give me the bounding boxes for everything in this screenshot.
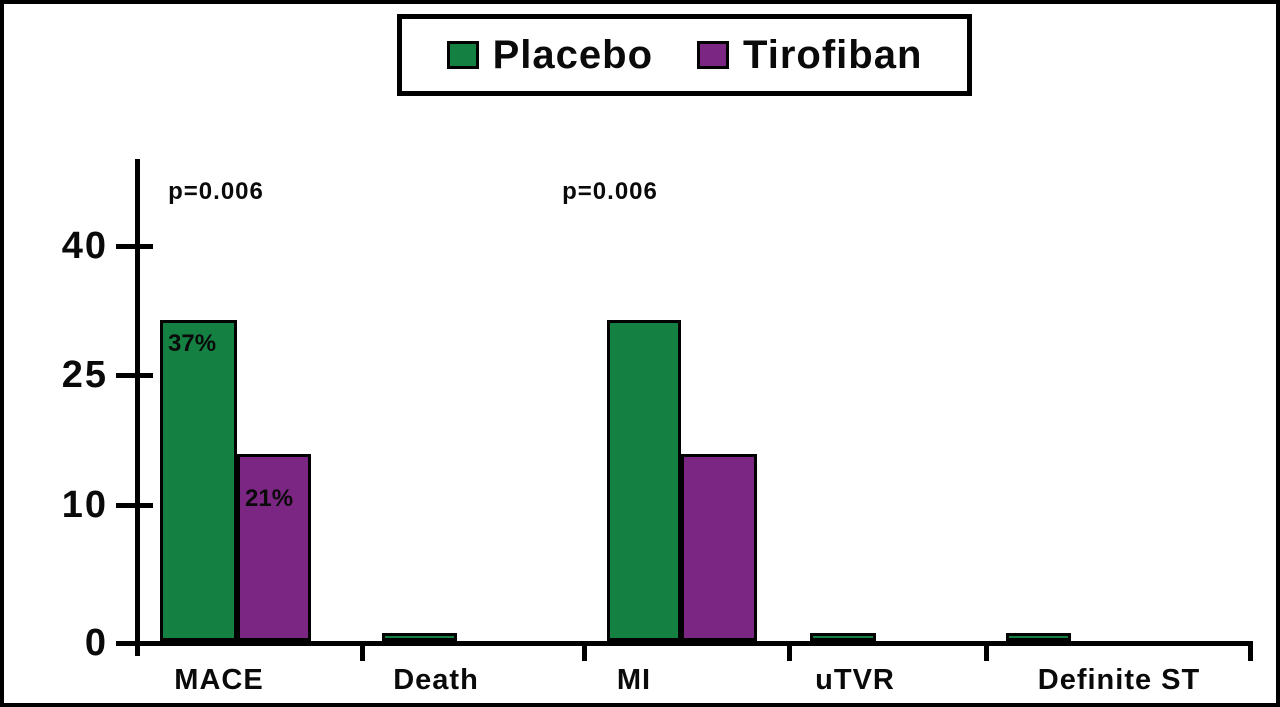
x-tick bbox=[1248, 645, 1253, 661]
x-category-label-mi: MI bbox=[616, 664, 652, 696]
x-category-label-mace: MACE bbox=[174, 664, 264, 696]
x-category-label-utvr: uTVR bbox=[815, 664, 895, 696]
placebo-color-swatch-icon bbox=[446, 41, 479, 69]
y-tick-label: 40 bbox=[61, 225, 108, 267]
y-tick bbox=[116, 641, 153, 646]
x-category-label-definite-st: Definite ST bbox=[1037, 664, 1201, 696]
bar-death-placebo bbox=[382, 633, 457, 641]
bar-data-label: 37% bbox=[168, 330, 217, 357]
bar-mi-placebo bbox=[607, 320, 681, 641]
y-tick bbox=[116, 503, 153, 508]
tirofiban-color-swatch-icon bbox=[697, 41, 730, 69]
p-value-annotation: p=0.006 bbox=[562, 178, 658, 205]
x-tick bbox=[787, 645, 792, 661]
legend-label-tirofiban: Tirofiban bbox=[743, 33, 923, 77]
x-axis-line bbox=[135, 641, 1253, 646]
p-value-annotation: p=0.006 bbox=[168, 178, 264, 205]
y-tick bbox=[116, 373, 153, 378]
legend-item-tirofiban: Tirofiban bbox=[697, 35, 922, 75]
y-axis-line bbox=[135, 159, 140, 656]
y-tick bbox=[116, 244, 153, 249]
bar-mace-placebo bbox=[160, 320, 237, 641]
y-tick-label: 25 bbox=[61, 354, 108, 396]
legend-label-placebo: Placebo bbox=[492, 33, 654, 77]
bar-definite-st-placebo bbox=[1006, 633, 1071, 641]
bar-mi-tirofiban bbox=[681, 454, 757, 641]
x-tick bbox=[360, 645, 365, 661]
bar-mace-tirofiban bbox=[237, 454, 311, 641]
x-category-label-death: Death bbox=[393, 664, 479, 696]
legend-item-placebo: Placebo bbox=[446, 33, 654, 77]
bar-data-label: 21% bbox=[245, 485, 294, 512]
x-tick bbox=[984, 645, 989, 661]
legend: Placebo Tirofiban bbox=[397, 14, 972, 96]
y-tick-label: 0 bbox=[84, 622, 108, 664]
y-tick-label: 10 bbox=[61, 484, 108, 526]
bar-utvr-placebo bbox=[810, 633, 876, 641]
x-tick bbox=[582, 645, 587, 661]
